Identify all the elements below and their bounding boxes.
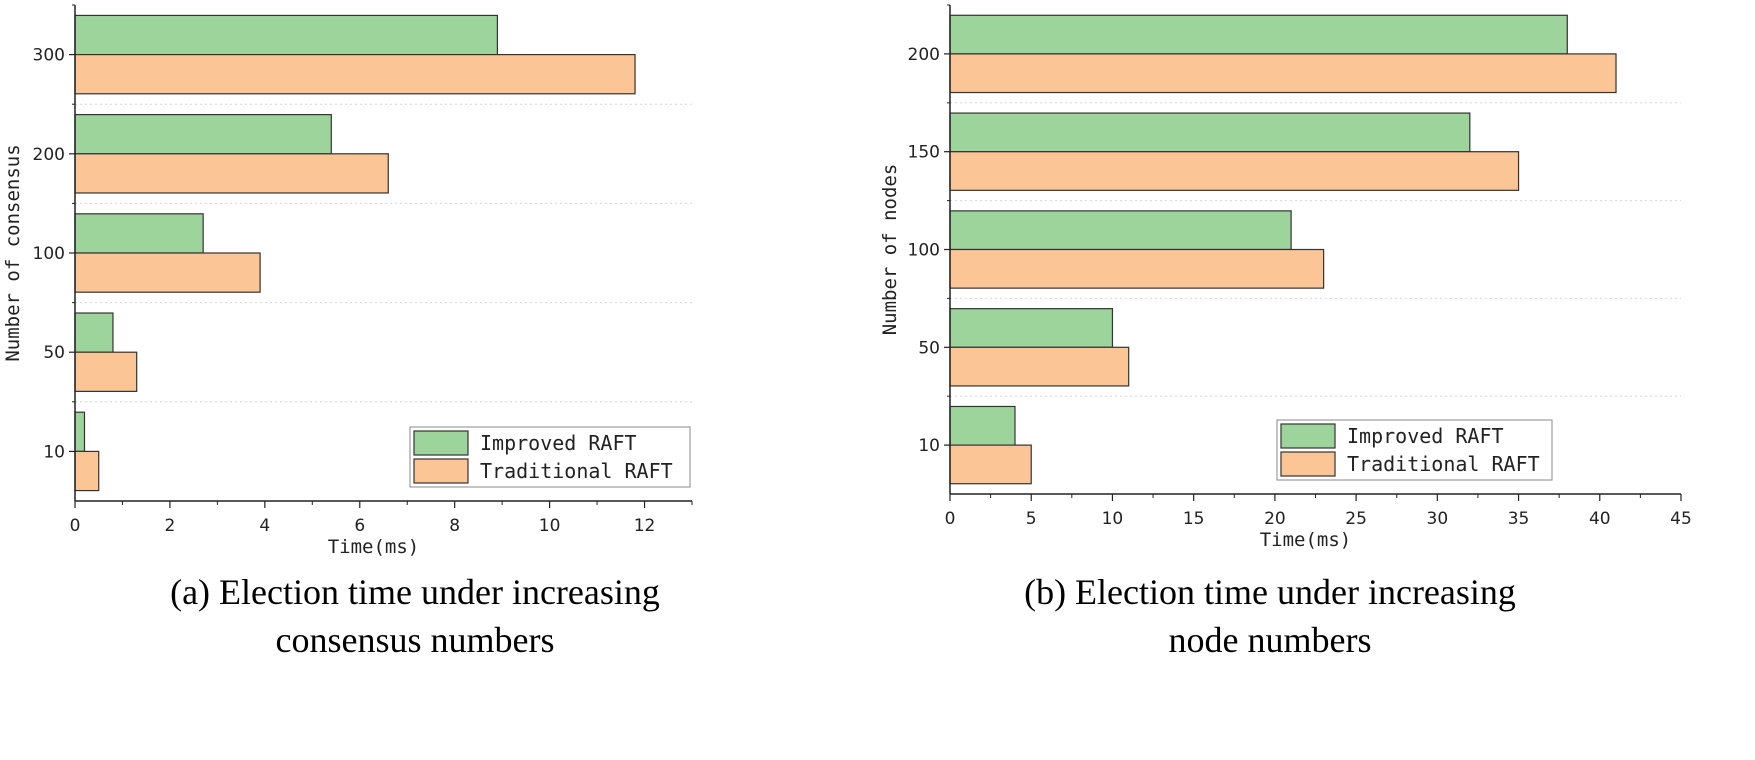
chart-a-x-tick-label: 4	[259, 516, 270, 536]
chart-a-bar-improved-300	[74, 14, 499, 56]
chart-b-x-tick-label: 30	[1427, 509, 1449, 529]
chart-b-bar-improved-200	[949, 14, 1568, 55]
caption-b: (b) Election time under increasing node …	[895, 568, 1645, 664]
chart-b-legend-label-traditional: Traditional RAFT	[1347, 452, 1540, 476]
chart-panel-b: 10 50 100 150 200 0 5 10 15 20 25 30 35 40 45 Time(ms) N…	[879, 4, 1692, 551]
chart-b-bar-improved-50	[949, 308, 1114, 348]
chart-a-y-tick-label: 100	[33, 244, 65, 264]
chart-b-x-tick-label: 10	[1102, 509, 1124, 529]
chart-a-legend-swatch-traditional	[413, 458, 469, 484]
chart-a-x-axis-title: Time(ms)	[328, 536, 420, 558]
chart-b-bar-traditional-100	[949, 248, 1325, 289]
chart-b-bar-improved-10	[949, 405, 1016, 446]
chart-a-bar-improved-10	[74, 411, 86, 453]
chart-b-bar-improved-100	[949, 210, 1292, 251]
chart-b-y-axis-title: Number of nodes	[879, 164, 901, 336]
chart-b-bar-traditional-150	[949, 151, 1520, 191]
chart-a-y-tick-label: 200	[33, 145, 65, 165]
chart-b-bar-improved-150	[949, 112, 1471, 153]
chart-b-x-tick-label: 5	[1026, 509, 1037, 529]
chart-b-y-tick-label: 150	[908, 143, 940, 163]
chart-a-y-axis-title: Number of consensus	[2, 144, 24, 361]
chart-a-x-tick-label: 2	[165, 516, 176, 536]
caption-a-line-2: consensus numbers	[275, 620, 555, 660]
chart-a-bar-improved-100	[74, 213, 204, 254]
chart-b-legend-swatch-traditional	[1280, 451, 1336, 477]
chart-a-legend-label-improved: Improved RAFT	[480, 431, 637, 455]
chart-b-x-tick-label: 40	[1589, 509, 1611, 529]
chart-b-x-axis-title: Time(ms)	[1260, 529, 1352, 551]
chart-a-x-tick-label: 6	[354, 516, 365, 536]
chart-a-bar-traditional-10	[74, 450, 100, 492]
caption-a-line-1: (a) Election time under increasing	[170, 572, 660, 612]
chart-b-legend-label-improved: Improved RAFT	[1347, 424, 1504, 448]
caption-b-line-2: node numbers	[1168, 620, 1372, 660]
chart-a-bar-traditional-300	[74, 53, 636, 95]
chart-a-x-tick-label: 10	[539, 516, 561, 536]
chart-a-bar-traditional-50	[74, 351, 138, 392]
chart-a-bar-improved-50	[74, 312, 114, 353]
chart-b-y-tick-label: 100	[908, 241, 940, 261]
chart-a-x-tick-label: 8	[449, 516, 460, 536]
caption-a: (a) Election time under increasing conse…	[40, 568, 790, 664]
chart-a-bar-traditional-200	[74, 153, 389, 194]
chart-a-x-tick-label: 12	[634, 516, 656, 536]
chart-a-bar-improved-200	[74, 114, 332, 155]
chart-b-x-tick-label: 35	[1508, 509, 1530, 529]
caption-b-line-1: (b) Election time under increasing	[1024, 572, 1516, 612]
chart-b-y-tick-label: 10	[918, 436, 940, 456]
chart-b-y-tick-label: 200	[908, 45, 940, 65]
chart-b-x-tick-label: 15	[1183, 509, 1205, 529]
chart-b-bar-traditional-10	[949, 444, 1032, 485]
chart-b-x-tick-label: 45	[1670, 509, 1692, 529]
chart-a-y-tick-label: 10	[43, 442, 65, 462]
chart-a-legend-swatch-improved	[413, 430, 469, 456]
chart-b-x-tick-label: 20	[1264, 509, 1286, 529]
chart-a-y-tick-label: 50	[43, 343, 65, 363]
chart-a-y-tick-label: 300	[33, 46, 65, 66]
chart-b-x-tick-label: 25	[1345, 509, 1367, 529]
chart-panel-a: 10 50 100 200 300 0 2 4 6 8 10 12 Time(ms) Number of …	[2, 4, 693, 558]
chart-a-legend-label-traditional: Traditional RAFT	[480, 459, 673, 483]
chart-b-bar-traditional-50	[949, 346, 1130, 387]
chart-b-y-tick-label: 50	[918, 338, 940, 358]
chart-a-x-tick-label: 0	[70, 516, 81, 536]
chart-a-bar-traditional-100	[74, 252, 261, 293]
chart-b-bar-traditional-200	[949, 53, 1617, 94]
chart-b-legend-swatch-improved	[1280, 423, 1336, 449]
chart-b-x-tick-label: 0	[945, 509, 956, 529]
